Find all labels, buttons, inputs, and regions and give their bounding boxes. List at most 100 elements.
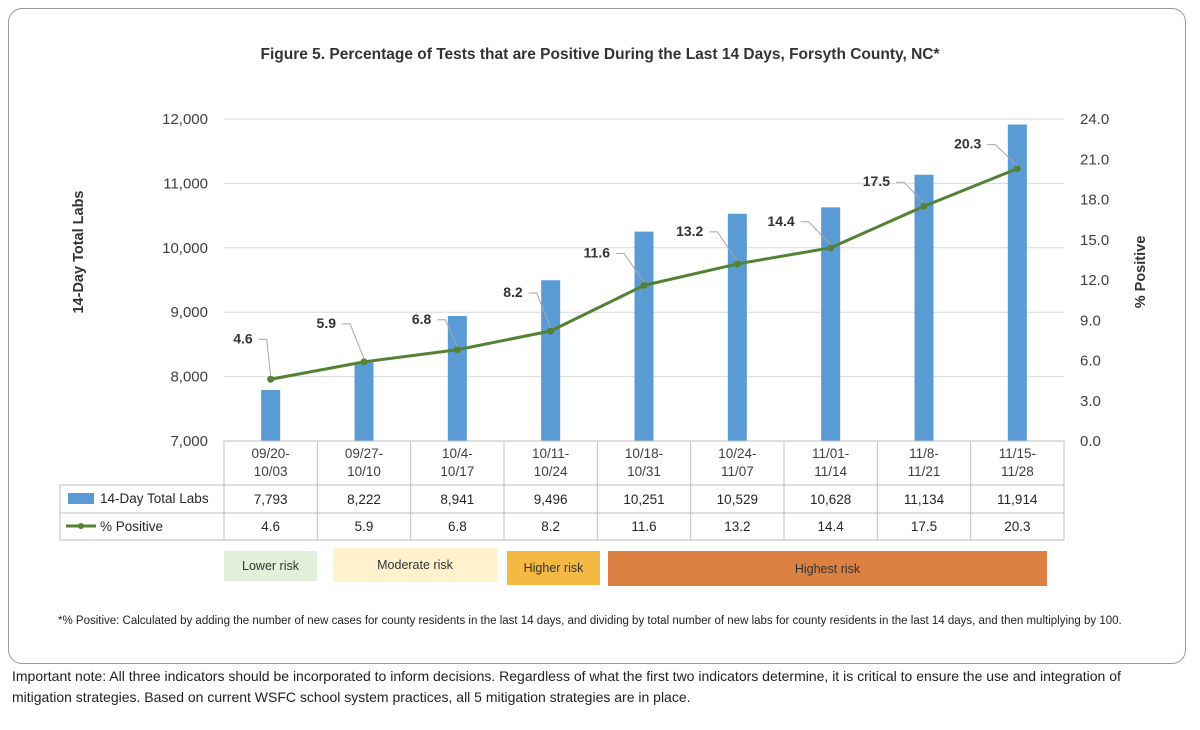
table-cell: 9,496 [534, 492, 568, 507]
y2-tick-label: 24.0 [1080, 111, 1109, 128]
data-label: 5.9 [317, 315, 337, 331]
x-tick-label: 11/8- [909, 446, 939, 461]
data-label: 11.6 [584, 244, 611, 260]
y-axis-title: 14-Day Total Labs [71, 190, 87, 313]
table-cell: 10,529 [717, 492, 758, 507]
table-cell: 20.3 [1004, 519, 1030, 534]
data-label-leader [342, 323, 365, 360]
x-tick-label: 10/17 [440, 464, 474, 479]
data-label: 4.6 [233, 330, 253, 346]
table-cell: 7,793 [254, 492, 288, 507]
y2-axis-title: % Positive [1133, 236, 1149, 309]
y-tick-label: 11,000 [163, 175, 208, 192]
table-cell: 10,628 [810, 492, 851, 507]
legend-bar-key [68, 493, 94, 504]
x-tick-label: 10/24- [718, 446, 756, 461]
x-tick-label: 09/20- [252, 446, 290, 461]
x-tick-label: 10/18- [625, 446, 663, 461]
data-label: 8.2 [503, 284, 523, 300]
line-point [1013, 165, 1021, 173]
table-cell: 11.6 [631, 519, 656, 534]
risk-moderate-box: Moderate risk [333, 548, 497, 582]
x-tick-label: 10/11- [532, 446, 569, 461]
chart-title: Figure 5. Percentage of Tests that are P… [260, 46, 940, 63]
risk-higher-label: Higher risk [523, 561, 584, 575]
y2-tick-label: 18.0 [1080, 192, 1109, 209]
bar [354, 362, 374, 441]
table-cell: 14.4 [818, 519, 845, 534]
y2-tick-label: 21.0 [1080, 151, 1109, 168]
bar [1007, 124, 1027, 442]
risk-highest-box: Highest risk [608, 551, 1047, 586]
data-label: 13.2 [676, 223, 703, 239]
y2-tick-label: 6.0 [1080, 353, 1101, 370]
y-tick-label: 9,000 [170, 304, 208, 321]
data-label-leader [616, 252, 645, 283]
data-label-leader [528, 292, 552, 329]
y-tick-label: 10,000 [162, 240, 208, 257]
x-tick-label: 09/27- [345, 446, 383, 461]
y2-tick-label: 0.0 [1080, 433, 1101, 450]
data-label-leader [437, 319, 458, 347]
legend-bar-label: 14-Day Total Labs [100, 491, 209, 506]
data-label: 6.8 [412, 311, 432, 327]
x-tick-label: 10/24 [534, 464, 568, 479]
x-tick-label: 11/01- [812, 446, 849, 461]
line-point [360, 358, 368, 366]
x-tick-label: 10/03 [254, 464, 288, 479]
table-cell: 8,941 [440, 492, 474, 507]
x-tick-label: 10/31 [627, 464, 661, 479]
bar [261, 389, 281, 441]
legend-line-label: % Positive [100, 519, 163, 534]
bar [634, 231, 654, 441]
line-point [547, 327, 555, 335]
table-cell: 6.8 [448, 519, 467, 534]
x-tick-label: 11/14 [814, 464, 847, 479]
bar [727, 213, 747, 441]
table-cell: 5.9 [355, 519, 374, 534]
risk-higher-box: Higher risk [507, 551, 600, 585]
data-label-leader [258, 338, 272, 377]
table-cell: 13.2 [724, 519, 750, 534]
line-point [640, 281, 648, 289]
table-cell: 4.6 [261, 519, 280, 534]
line-point [920, 202, 928, 210]
chart-frame [8, 8, 1186, 664]
risk-highest-label: Highest risk [794, 561, 861, 576]
risk-moderate-label: Moderate risk [377, 558, 453, 572]
x-tick-label: 10/4- [442, 446, 473, 461]
bar [447, 315, 467, 441]
line-point [453, 346, 461, 354]
table-cell: 10,251 [623, 492, 664, 507]
legend-line-marker [78, 523, 84, 529]
important-note: Important note: All three indicators sho… [12, 668, 1121, 705]
data-label: 14.4 [767, 213, 794, 229]
risk-lower-label: Lower risk [242, 559, 299, 573]
data-label-leader [709, 231, 738, 262]
line-point [827, 244, 835, 252]
y-tick-label: 8,000 [170, 369, 208, 386]
bar [821, 207, 841, 441]
table-cell: 8,222 [347, 492, 381, 507]
data-label-leader [896, 181, 925, 204]
x-tick-label: 11/07 [721, 464, 754, 479]
y-tick-label: 7,000 [170, 433, 208, 450]
y-tick-label: 12,000 [162, 111, 208, 128]
data-label: 17.5 [863, 173, 890, 189]
table-cell: 11,134 [904, 492, 945, 507]
x-tick-label: 11/28 [1001, 464, 1034, 479]
y2-tick-label: 12.0 [1080, 272, 1109, 289]
x-tick-label: 11/21 [908, 464, 941, 479]
y2-tick-label: 9.0 [1080, 312, 1101, 329]
table-cell: 8.2 [541, 519, 560, 534]
bar [541, 280, 561, 441]
table-cell: 11,914 [997, 492, 1038, 507]
table-cell: 17.5 [911, 519, 937, 534]
bar [914, 174, 934, 442]
x-tick-label: 10/10 [347, 464, 381, 479]
line-point [267, 375, 275, 383]
y2-tick-label: 3.0 [1080, 393, 1101, 410]
risk-lower-box: Lower risk [224, 551, 317, 581]
y2-tick-label: 15.0 [1080, 232, 1109, 249]
